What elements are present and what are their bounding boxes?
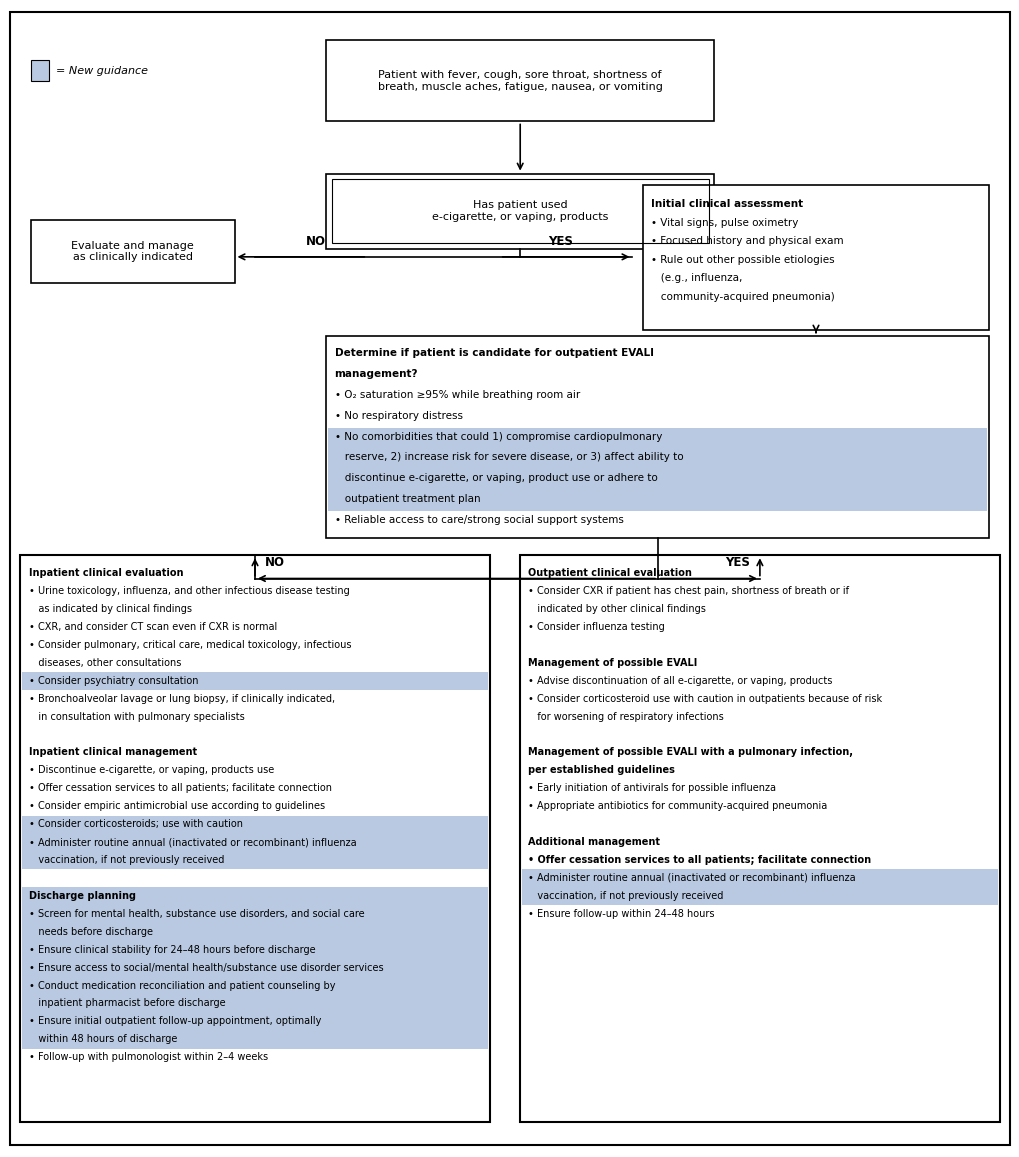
Bar	[22, 672, 487, 690]
Text: • Ensure access to social/mental health/substance use disorder services: • Ensure access to social/mental health/…	[29, 963, 383, 973]
Bar	[31, 220, 234, 283]
Text: • Consider psychiatry consultation: • Consider psychiatry consultation	[29, 676, 198, 686]
Text: within 48 hours of discharge: within 48 hours of discharge	[29, 1034, 176, 1045]
Bar	[642, 185, 988, 330]
Text: • Consider empiric antimicrobial use according to guidelines: • Consider empiric antimicrobial use acc…	[29, 802, 324, 811]
Bar	[331, 179, 708, 243]
Text: NO: NO	[265, 557, 285, 569]
Text: diseases, other consultations: diseases, other consultations	[29, 657, 180, 668]
Text: • Conduct medication reconciliation and patient counseling by: • Conduct medication reconciliation and …	[29, 981, 334, 990]
Text: Inpatient clinical evaluation: Inpatient clinical evaluation	[29, 568, 182, 578]
Bar	[520, 555, 999, 1122]
Text: Patient with fever, cough, sore throat, shortness of
breath, muscle aches, fatig: Patient with fever, cough, sore throat, …	[377, 71, 662, 91]
Text: YES: YES	[725, 557, 749, 569]
Text: as indicated by clinical findings: as indicated by clinical findings	[29, 604, 192, 614]
Text: Determine if patient is candidate for outpatient EVALI: Determine if patient is candidate for ou…	[334, 348, 653, 359]
Bar	[328, 449, 986, 470]
Text: • Consider pulmonary, critical care, medical toxicology, infectious: • Consider pulmonary, critical care, med…	[29, 640, 351, 650]
Text: for worsening of respiratory infections: for worsening of respiratory infections	[528, 712, 723, 722]
Text: • Reliable access to care/strong social support systems: • Reliable access to care/strong social …	[334, 515, 623, 525]
Bar	[22, 1014, 487, 1031]
Text: • Offer cessation services to all patients; facilitate connection: • Offer cessation services to all patien…	[528, 855, 870, 865]
Text: • Discontinue e-cigarette, or vaping, products use: • Discontinue e-cigarette, or vaping, pr…	[29, 766, 273, 775]
Bar	[522, 887, 997, 906]
Text: = New guidance: = New guidance	[56, 66, 148, 75]
Text: needs before discharge: needs before discharge	[29, 927, 153, 937]
Bar	[22, 887, 487, 906]
Text: • Consider corticosteroid use with caution in outpatients because of risk: • Consider corticosteroid use with cauti…	[528, 694, 881, 703]
Text: • Follow-up with pulmonologist within 2–4 weeks: • Follow-up with pulmonologist within 2–…	[29, 1053, 267, 1062]
Bar	[20, 555, 489, 1122]
Text: • Appropriate antibiotics for community-acquired pneumonia: • Appropriate antibiotics for community-…	[528, 802, 826, 811]
Text: Discharge planning: Discharge planning	[29, 891, 136, 901]
Text: • Screen for mental health, substance use disorders, and social care: • Screen for mental health, substance us…	[29, 909, 364, 919]
Text: • Focused history and physical exam: • Focused history and physical exam	[650, 236, 843, 246]
Text: per established guidelines: per established guidelines	[528, 766, 675, 775]
Text: • Offer cessation services to all patients; facilitate connection: • Offer cessation services to all patien…	[29, 783, 331, 794]
Bar	[326, 40, 713, 121]
Text: vaccination, if not previously received: vaccination, if not previously received	[528, 891, 723, 901]
Text: • Bronchoalveolar lavage or lung biopsy, if clinically indicated,: • Bronchoalveolar lavage or lung biopsy,…	[29, 694, 334, 703]
Text: • CXR, and consider CT scan even if CXR is normal: • CXR, and consider CT scan even if CXR …	[29, 622, 276, 632]
Text: Outpatient clinical evaluation: Outpatient clinical evaluation	[528, 568, 692, 578]
Text: Initial clinical assessment: Initial clinical assessment	[650, 199, 802, 209]
Bar	[522, 870, 997, 887]
Text: • Early initiation of antivirals for possible influenza: • Early initiation of antivirals for pos…	[528, 783, 775, 794]
Text: • Vital signs, pulse oximetry: • Vital signs, pulse oximetry	[650, 218, 797, 228]
Text: Additional management: Additional management	[528, 838, 659, 847]
Text: community-acquired pneumonia): community-acquired pneumonia)	[650, 292, 834, 302]
Bar	[328, 428, 986, 449]
Text: management?: management?	[334, 369, 418, 379]
Bar	[22, 816, 487, 834]
Bar	[22, 923, 487, 942]
Bar	[31, 60, 49, 81]
Text: Evaluate and manage
as clinically indicated: Evaluate and manage as clinically indica…	[71, 241, 194, 263]
Text: • Ensure initial outpatient follow-up appointment, optimally: • Ensure initial outpatient follow-up ap…	[29, 1017, 321, 1026]
Bar	[22, 1031, 487, 1049]
Text: • Advise discontinuation of all e-cigarette, or vaping, products: • Advise discontinuation of all e-cigare…	[528, 676, 832, 686]
Text: reserve, 2) increase risk for severe disease, or 3) affect ability to: reserve, 2) increase risk for severe dis…	[334, 452, 683, 463]
Text: Has patient used
e-cigarette, or vaping, products: Has patient used e-cigarette, or vaping,…	[432, 200, 607, 222]
Text: • Administer routine annual (inactivated or recombinant) influenza: • Administer routine annual (inactivated…	[528, 874, 855, 883]
Text: • Ensure clinical stability for 24–48 hours before discharge: • Ensure clinical stability for 24–48 ho…	[29, 945, 315, 955]
Text: indicated by other clinical findings: indicated by other clinical findings	[528, 604, 705, 614]
Text: • Consider CXR if patient has chest pain, shortness of breath or if: • Consider CXR if patient has chest pain…	[528, 585, 849, 596]
Text: • Ensure follow-up within 24–48 hours: • Ensure follow-up within 24–48 hours	[528, 909, 714, 919]
Text: vaccination, if not previously received: vaccination, if not previously received	[29, 855, 224, 865]
Bar	[22, 942, 487, 959]
Text: discontinue e-cigarette, or vaping, product use or adhere to: discontinue e-cigarette, or vaping, prod…	[334, 473, 656, 484]
Bar	[326, 336, 988, 538]
Text: (e.g., influenza,: (e.g., influenza,	[650, 273, 742, 283]
Text: • No comorbidities that could 1) compromise cardiopulmonary: • No comorbidities that could 1) comprom…	[334, 432, 661, 442]
Bar	[22, 959, 487, 978]
Text: • O₂ saturation ≥95% while breathing room air: • O₂ saturation ≥95% while breathing roo…	[334, 390, 579, 400]
Text: • Administer routine annual (inactivated or recombinant) influenza: • Administer routine annual (inactivated…	[29, 838, 356, 847]
Text: • Consider influenza testing: • Consider influenza testing	[528, 622, 664, 632]
Bar	[22, 852, 487, 870]
Text: • Urine toxicology, influenza, and other infectious disease testing: • Urine toxicology, influenza, and other…	[29, 585, 348, 596]
Text: • Consider corticosteroids; use with caution: • Consider corticosteroids; use with cau…	[29, 819, 243, 830]
Text: outpatient treatment plan: outpatient treatment plan	[334, 494, 480, 504]
Bar	[328, 470, 986, 491]
Text: • No respiratory distress: • No respiratory distress	[334, 411, 462, 421]
Bar	[22, 906, 487, 923]
Bar	[22, 834, 487, 852]
Text: Management of possible EVALI with a pulmonary infection,: Management of possible EVALI with a pulm…	[528, 747, 853, 758]
Text: • Rule out other possible etiologies: • Rule out other possible etiologies	[650, 255, 834, 265]
Text: Management of possible EVALI: Management of possible EVALI	[528, 657, 697, 668]
Text: NO: NO	[306, 235, 326, 248]
Bar	[22, 995, 487, 1014]
Text: YES: YES	[548, 235, 573, 248]
Bar	[326, 174, 713, 249]
Bar	[22, 978, 487, 995]
Text: in consultation with pulmonary specialists: in consultation with pulmonary specialis…	[29, 712, 245, 722]
Text: Inpatient clinical management: Inpatient clinical management	[29, 747, 197, 758]
Text: inpatient pharmacist before discharge: inpatient pharmacist before discharge	[29, 998, 225, 1009]
Bar	[328, 491, 986, 511]
